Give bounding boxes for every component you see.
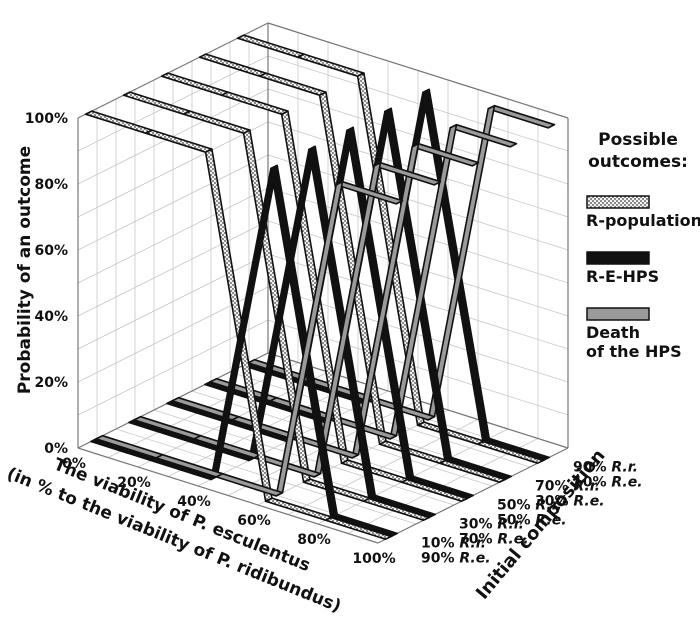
- row-tick-rr: 90% R.r.: [573, 460, 638, 476]
- row-tick-re: 50% R.e.: [497, 513, 567, 529]
- row-tick-re: 90% R.e.: [421, 551, 491, 567]
- row-tick-rr: 30% R.r.: [459, 517, 524, 533]
- legend-label-r-e-hps: R-E-HPS: [586, 267, 659, 286]
- ribbon-segment: [302, 478, 371, 503]
- row-tick-re: 10% R.e.: [573, 475, 643, 491]
- legend-swatch-death: [586, 307, 650, 321]
- x-tick-label: 80%: [297, 532, 331, 548]
- x-tick-label: 100%: [352, 551, 395, 567]
- ribbon-segment: [198, 53, 267, 77]
- z-tick-label: 100%: [25, 111, 68, 127]
- legend-title-2: outcomes:: [588, 152, 688, 172]
- axis-labels: Probability of an outcome The viability …: [4, 111, 643, 617]
- ribbon-segment: [122, 91, 191, 115]
- x-tick-label: 0%: [62, 456, 86, 472]
- ribbon-segment: [84, 110, 153, 134]
- ribbon-segment: [296, 53, 365, 77]
- z-tick-label: 40%: [34, 309, 68, 325]
- x-tick-label: 60%: [237, 513, 271, 529]
- legend-label-r-population: R-population: [586, 211, 700, 230]
- ribbon-segment: [264, 497, 333, 522]
- x-tick-label: 40%: [177, 494, 211, 510]
- ribbon-segment: [95, 434, 164, 459]
- ribbon-segment: [215, 472, 284, 497]
- row-tick-rr: 50% R.r.: [497, 498, 562, 514]
- ribbon-segment: [160, 72, 229, 96]
- z-tick-label: 20%: [34, 375, 68, 391]
- row-tick-re: 30% R.e.: [535, 494, 605, 510]
- ribbon-segment: [133, 415, 202, 440]
- ribbon-segment: [487, 104, 556, 129]
- frame-edge: [77, 447, 379, 544]
- ribbon-segment: [416, 421, 485, 446]
- legend-label-death-2: of the HPS: [586, 342, 682, 361]
- x-tick-label: 20%: [117, 475, 151, 491]
- frame-edge: [77, 22, 269, 119]
- legend: Possible outcomes: R-population R-E-HPS …: [586, 130, 700, 361]
- ribbons: [84, 34, 556, 541]
- row-tick-rr: 70% R.r.: [535, 479, 600, 495]
- row-tick-re: 70% R.e.: [459, 532, 529, 548]
- z-tick-label: 0%: [44, 441, 68, 457]
- z-tick-label: 80%: [34, 177, 68, 193]
- legend-label-death: Death: [586, 323, 640, 342]
- ribbon-segment: [378, 440, 447, 465]
- x-axis-label-line2: (in % to the viability of P. ridibundus): [4, 464, 344, 617]
- z-axis-label: Probability of an outcome: [15, 146, 35, 394]
- ribbon-segment: [236, 34, 305, 59]
- ribbon-segment: [340, 459, 409, 484]
- row-tick-rr: 10% R.r.: [421, 536, 486, 552]
- ribbon-segment: [258, 72, 327, 96]
- legend-swatch-r-e-hps: [586, 251, 650, 265]
- ribbon-segment: [171, 396, 240, 421]
- frame-edge: [267, 22, 569, 119]
- legend-swatch-r-population: [586, 195, 650, 209]
- legend-title: Possible: [598, 130, 678, 150]
- z-tick-label: 60%: [34, 243, 68, 259]
